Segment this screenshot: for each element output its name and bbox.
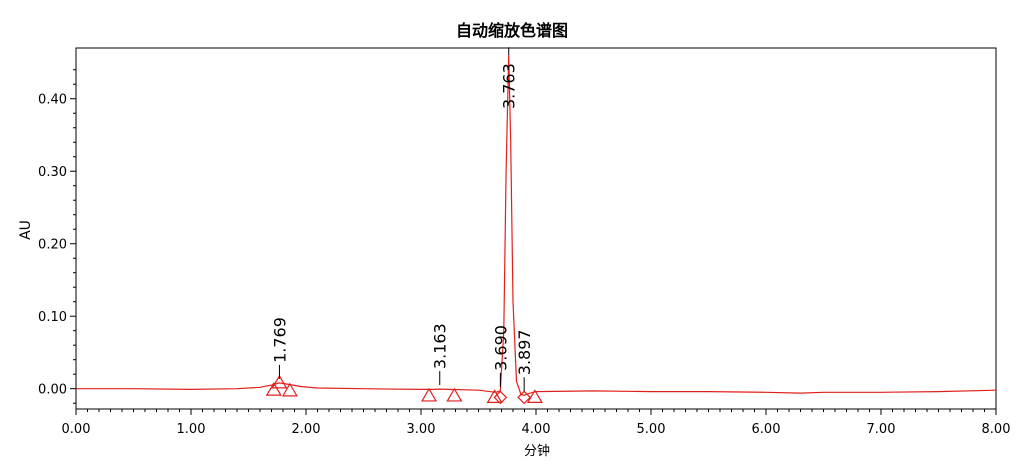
peak-marker-triangle bbox=[446, 387, 463, 402]
plot-frame bbox=[75, 47, 997, 410]
x-tick-label: 0.00 bbox=[62, 422, 91, 437]
chart-title: 自动缩放色谱图 bbox=[456, 21, 568, 40]
peak-marker-diamond bbox=[493, 390, 508, 405]
y-axis-label: AU bbox=[18, 220, 34, 240]
x-axis-label: 分钟 bbox=[524, 443, 550, 459]
peak-label: 3.163 bbox=[431, 323, 450, 369]
peak-label: 3.897 bbox=[515, 329, 534, 375]
x-axis-ticks: 0.00 1.00 2.00 3.00 4.00 5.00 6.00 7.00 8.00 bbox=[62, 409, 1011, 437]
chromatogram-trace bbox=[76, 55, 997, 396]
peak-marker-triangle bbox=[265, 381, 282, 396]
x-tick-label: 7.00 bbox=[867, 422, 896, 437]
x-tick-label: 8.00 bbox=[982, 422, 1011, 437]
x-tick-label: 3.00 bbox=[407, 422, 436, 437]
peak-labels: 1.769 3.163 3.690 3.763 3.897 bbox=[270, 47, 534, 392]
peak-marker-triangle bbox=[281, 382, 298, 397]
peak-marker-triangle bbox=[486, 389, 503, 404]
x-tick-label: 4.00 bbox=[522, 422, 551, 437]
y-tick-label: 0.30 bbox=[38, 165, 67, 180]
peak-markers bbox=[265, 374, 543, 405]
peak-marker-triangle bbox=[421, 387, 438, 402]
y-tick-label: 0.40 bbox=[38, 93, 67, 108]
peak-label: 3.763 bbox=[500, 63, 519, 109]
x-tick-label: 1.00 bbox=[177, 422, 206, 437]
y-tick-label: 0.20 bbox=[38, 238, 67, 253]
peak-marker-triangle bbox=[526, 389, 543, 404]
x-tick-label: 5.00 bbox=[637, 422, 666, 437]
y-tick-label: 0.00 bbox=[38, 383, 67, 398]
x-tick-label: 6.00 bbox=[752, 422, 781, 437]
x-tick-label: 2.00 bbox=[292, 422, 321, 437]
peak-label: 1.769 bbox=[270, 317, 289, 363]
peak-marker-diamond bbox=[517, 390, 532, 405]
peak-marker-triangle bbox=[271, 374, 288, 389]
y-axis-ticks: 0.00 0.10 0.20 0.30 0.40 bbox=[38, 69, 76, 404]
peak-label: 3.690 bbox=[491, 325, 510, 371]
y-tick-label: 0.10 bbox=[38, 310, 67, 325]
